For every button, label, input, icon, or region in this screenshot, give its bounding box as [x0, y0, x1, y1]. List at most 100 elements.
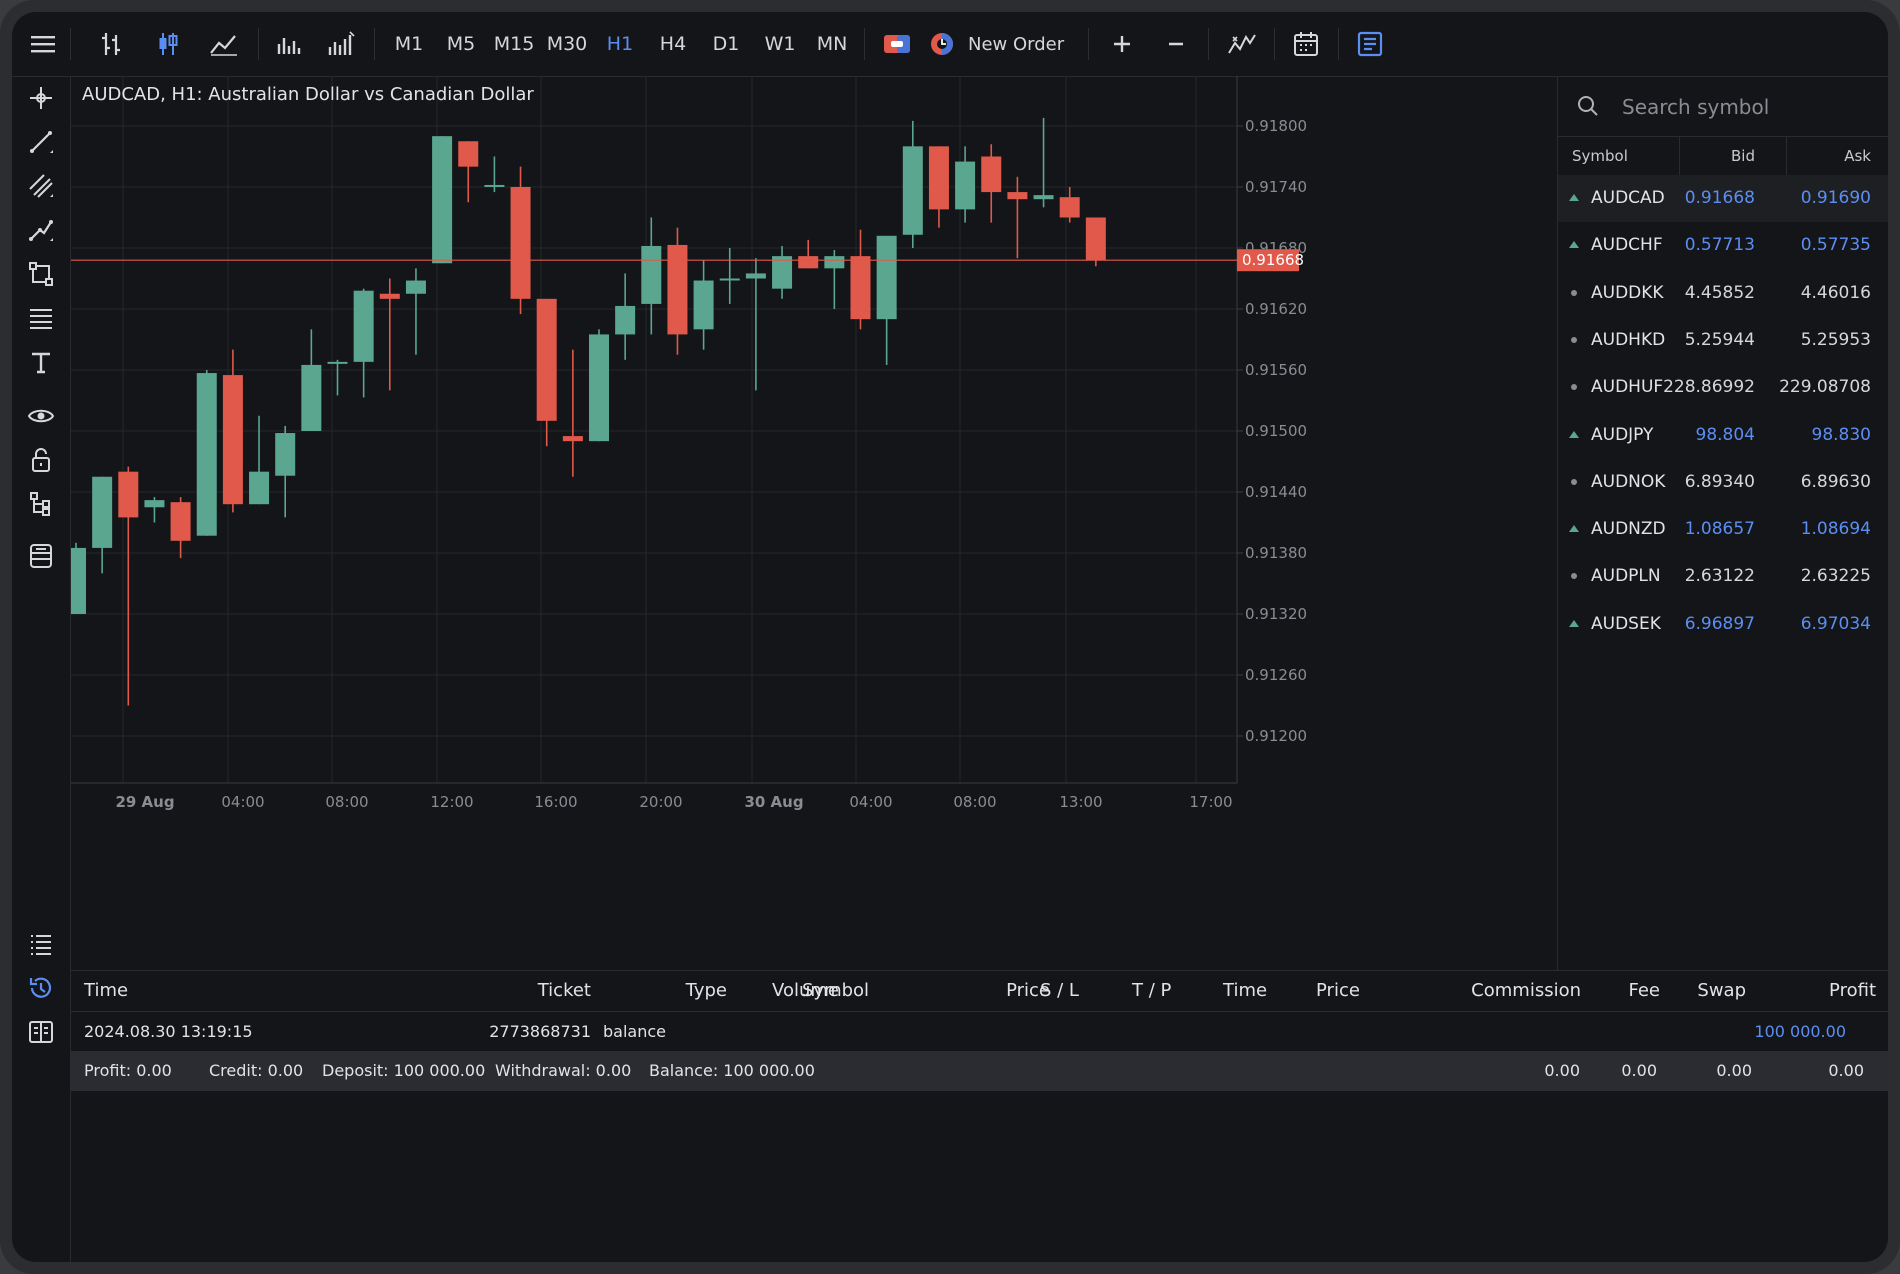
header-sl[interactable]: S / L: [1040, 980, 1079, 1001]
fibonacci-tool-icon[interactable]: [12, 296, 70, 340]
symbol-row-audhuf[interactable]: AUDHUF 228.86992 229.08708: [1558, 364, 1888, 411]
timeframe-m30[interactable]: M30: [546, 33, 588, 55]
price-up-icon: [1569, 525, 1579, 533]
price-unchanged-icon: [1571, 573, 1577, 580]
timeframe-d1[interactable]: D1: [712, 33, 740, 55]
summary-row: Profit: 0.00 Credit: 0.00 Deposit: 100 0…: [71, 1051, 1888, 1091]
candle-body: [1085, 217, 1106, 261]
symbol-row-audchf[interactable]: AUDCHF 0.57713 0.57735: [1558, 222, 1888, 269]
zoom-in-icon[interactable]: [1102, 12, 1142, 76]
bar-chart-type-icon[interactable]: [92, 12, 132, 76]
header-ticket[interactable]: Ticket: [537, 980, 591, 1001]
candle-body: [458, 141, 479, 167]
column-symbol[interactable]: Symbol: [1572, 147, 1628, 165]
candle-body: [275, 433, 296, 476]
header-fee[interactable]: Fee: [1628, 980, 1660, 1001]
trade-tab-icon[interactable]: [12, 922, 70, 966]
ask-price: 1.08694: [1800, 519, 1871, 540]
summary-commission: 0.00: [1544, 1061, 1580, 1080]
indicators-icon[interactable]: [1222, 12, 1262, 76]
candle-body: [510, 187, 531, 299]
tick-volumes-icon[interactable]: [322, 12, 362, 76]
timeframe-w1[interactable]: W1: [764, 33, 796, 55]
channel-tool-icon[interactable]: [12, 164, 70, 208]
symbol-row-audhkd[interactable]: AUDHKD 5.25944 5.25953: [1558, 317, 1888, 364]
symbol-row-audsek[interactable]: AUDSEK 6.96897 6.97034: [1558, 601, 1888, 648]
market-watch-header: Symbol Bid Ask: [1558, 136, 1888, 176]
symbol-name: AUDHUF: [1591, 377, 1664, 398]
bid-price: 5.25944: [1684, 329, 1755, 350]
row-profit: 100 000.00: [1754, 1022, 1846, 1041]
table-row[interactable]: 2024.08.30 13:19:15 2773868731 balance 1…: [71, 1012, 1888, 1050]
new-order-button[interactable]: New Order: [928, 12, 1118, 76]
header-commission[interactable]: Commission: [1471, 980, 1581, 1001]
column-ask[interactable]: Ask: [1844, 147, 1871, 165]
timeframe-h1[interactable]: H1: [606, 33, 634, 55]
symbol-row-audpln[interactable]: AUDPLN 2.63122 2.63225: [1558, 553, 1888, 600]
app-screen: M1 M5 M15 M30 H1 H4 D1 W1 MN New Order: [12, 12, 1888, 1262]
column-bid[interactable]: Bid: [1731, 147, 1755, 165]
timeframe-mn[interactable]: MN: [816, 33, 848, 55]
price-tick-label: 0.91380: [1245, 544, 1307, 562]
menu-icon[interactable]: [24, 12, 64, 76]
symbol-row-audnzd[interactable]: AUDNZD 1.08657 1.08694: [1558, 506, 1888, 553]
history-table: Time Ticket Type Volume Symbol Price S /…: [71, 970, 1888, 1262]
ask-price: 0.57735: [1800, 235, 1871, 256]
zoom-out-icon[interactable]: [1156, 12, 1196, 76]
chart-canvas[interactable]: 0.918000.917400.916800.916200.915600.915…: [66, 76, 1482, 970]
time-tick-label: 20:00: [639, 793, 682, 811]
candle-body: [327, 361, 348, 364]
lock-icon[interactable]: [12, 438, 70, 482]
data-window-icon[interactable]: [12, 534, 70, 578]
candle-body: [798, 256, 819, 269]
timeframe-m15[interactable]: M15: [493, 33, 535, 55]
timeframe-m1[interactable]: M1: [394, 33, 424, 55]
price-chart[interactable]: 0.91800 0.91740 0.91680 0.91620 0.91560 0.915…: [66, 76, 1482, 970]
crosshair-icon[interactable]: [12, 76, 70, 120]
history-tab-icon[interactable]: [12, 966, 70, 1010]
pitchfork-tool-icon[interactable]: [12, 208, 70, 252]
symbol-row-audjpy[interactable]: AUDJPY 98.804 98.830: [1558, 412, 1888, 459]
header-swap[interactable]: Swap: [1697, 980, 1746, 1001]
header-symbol[interactable]: Symbol: [802, 980, 870, 1001]
summary-deposit: Deposit: 100 000.00: [322, 1061, 486, 1080]
candlestick-chart-type-icon[interactable]: [148, 12, 188, 76]
price-up-icon: [1569, 430, 1579, 438]
objects-tree-icon[interactable]: [12, 482, 70, 526]
calendar-icon[interactable]: [1286, 12, 1326, 76]
trend-line-icon[interactable]: [12, 120, 70, 164]
volumes-icon[interactable]: [270, 12, 310, 76]
journal-tab-icon[interactable]: [12, 1010, 70, 1054]
symbol-row-audcad[interactable]: AUDCAD 0.91668 0.91690: [1558, 175, 1888, 222]
header-volume[interactable]: Volume: [772, 980, 839, 1001]
header-profit[interactable]: Profit: [1829, 980, 1876, 1001]
text-tool-icon[interactable]: [12, 340, 70, 384]
bid-price: 228.86992: [1663, 377, 1755, 398]
line-chart-type-icon[interactable]: [204, 12, 244, 76]
time-tick-label: 16:00: [534, 793, 577, 811]
bid-price: 0.57713: [1684, 235, 1755, 256]
market-watch-panel: Symbol Bid Ask AUDCAD 0.91668 0.91690 AUDCH…: [1557, 76, 1888, 970]
header-price[interactable]: Price: [1006, 980, 1050, 1001]
depth-of-market-icon[interactable]: [1350, 12, 1390, 76]
header-tp[interactable]: T / P: [1132, 980, 1172, 1001]
symbol-row-auddkk[interactable]: AUDDKK 4.45852 4.46016: [1558, 270, 1888, 317]
price-up-icon: [1569, 194, 1579, 201]
timeframe-m5[interactable]: M5: [446, 33, 476, 55]
candle-body: [301, 364, 322, 431]
search-symbol-input[interactable]: [1620, 90, 1874, 124]
header-time2[interactable]: Time: [1223, 980, 1268, 1001]
bid-price: 2.63122: [1684, 566, 1755, 587]
candle-body: [379, 293, 400, 299]
shapes-tool-icon[interactable]: [12, 252, 70, 296]
header-time[interactable]: Time: [84, 980, 129, 1001]
timeframe-h4[interactable]: H4: [659, 33, 687, 55]
header-price2[interactable]: Price: [1316, 980, 1360, 1001]
symbol-row-audnok[interactable]: AUDNOK 6.89340 6.89630: [1558, 459, 1888, 506]
candle-body: [432, 136, 453, 264]
eye-icon[interactable]: [12, 394, 70, 438]
one-click-trading-icon[interactable]: [876, 12, 918, 76]
candle-body: [1059, 197, 1080, 218]
header-type[interactable]: Type: [685, 980, 727, 1001]
